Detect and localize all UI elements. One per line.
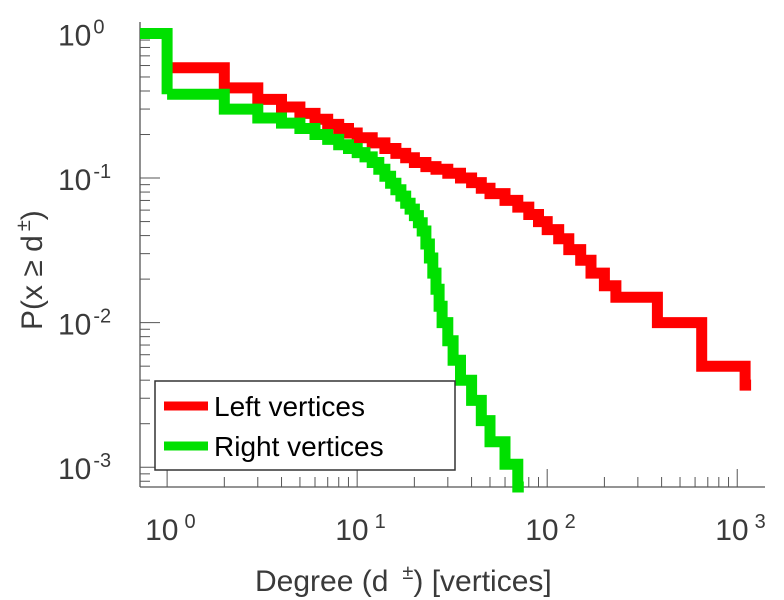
y-axis-title: P(x ≥ d±) [13, 210, 49, 330]
legend-label-left: Left vertices [214, 391, 365, 422]
series-lines [140, 27, 752, 493]
series-line-left [167, 62, 752, 391]
series-start-segment [140, 27, 173, 95]
legend-box [154, 380, 456, 471]
series-line-right [167, 88, 524, 493]
x-tick-label: 10 2 [525, 511, 576, 547]
y-tick-label: 10 -2 [58, 306, 111, 342]
legend-label-right: Right vertices [214, 431, 384, 462]
y-tick-label: 10 -3 [58, 450, 111, 486]
x-tick-label: 10 3 [715, 511, 766, 547]
y-tick-label: 10 0 [58, 16, 105, 52]
x-tick-label: 10 1 [335, 511, 386, 547]
x-tick-label: 10 0 [145, 511, 196, 547]
axes [139, 22, 765, 488]
tick-labels: 10 0 10 1 10 2 10 3 10 0 10 -1 10 -2 10 -3 [58, 16, 766, 547]
legend: Left vertices Right vertices [154, 380, 456, 471]
x-axis-title: Degree (d ±) [vertices] [255, 562, 552, 598]
y-tick-label: 10 -1 [58, 161, 111, 197]
